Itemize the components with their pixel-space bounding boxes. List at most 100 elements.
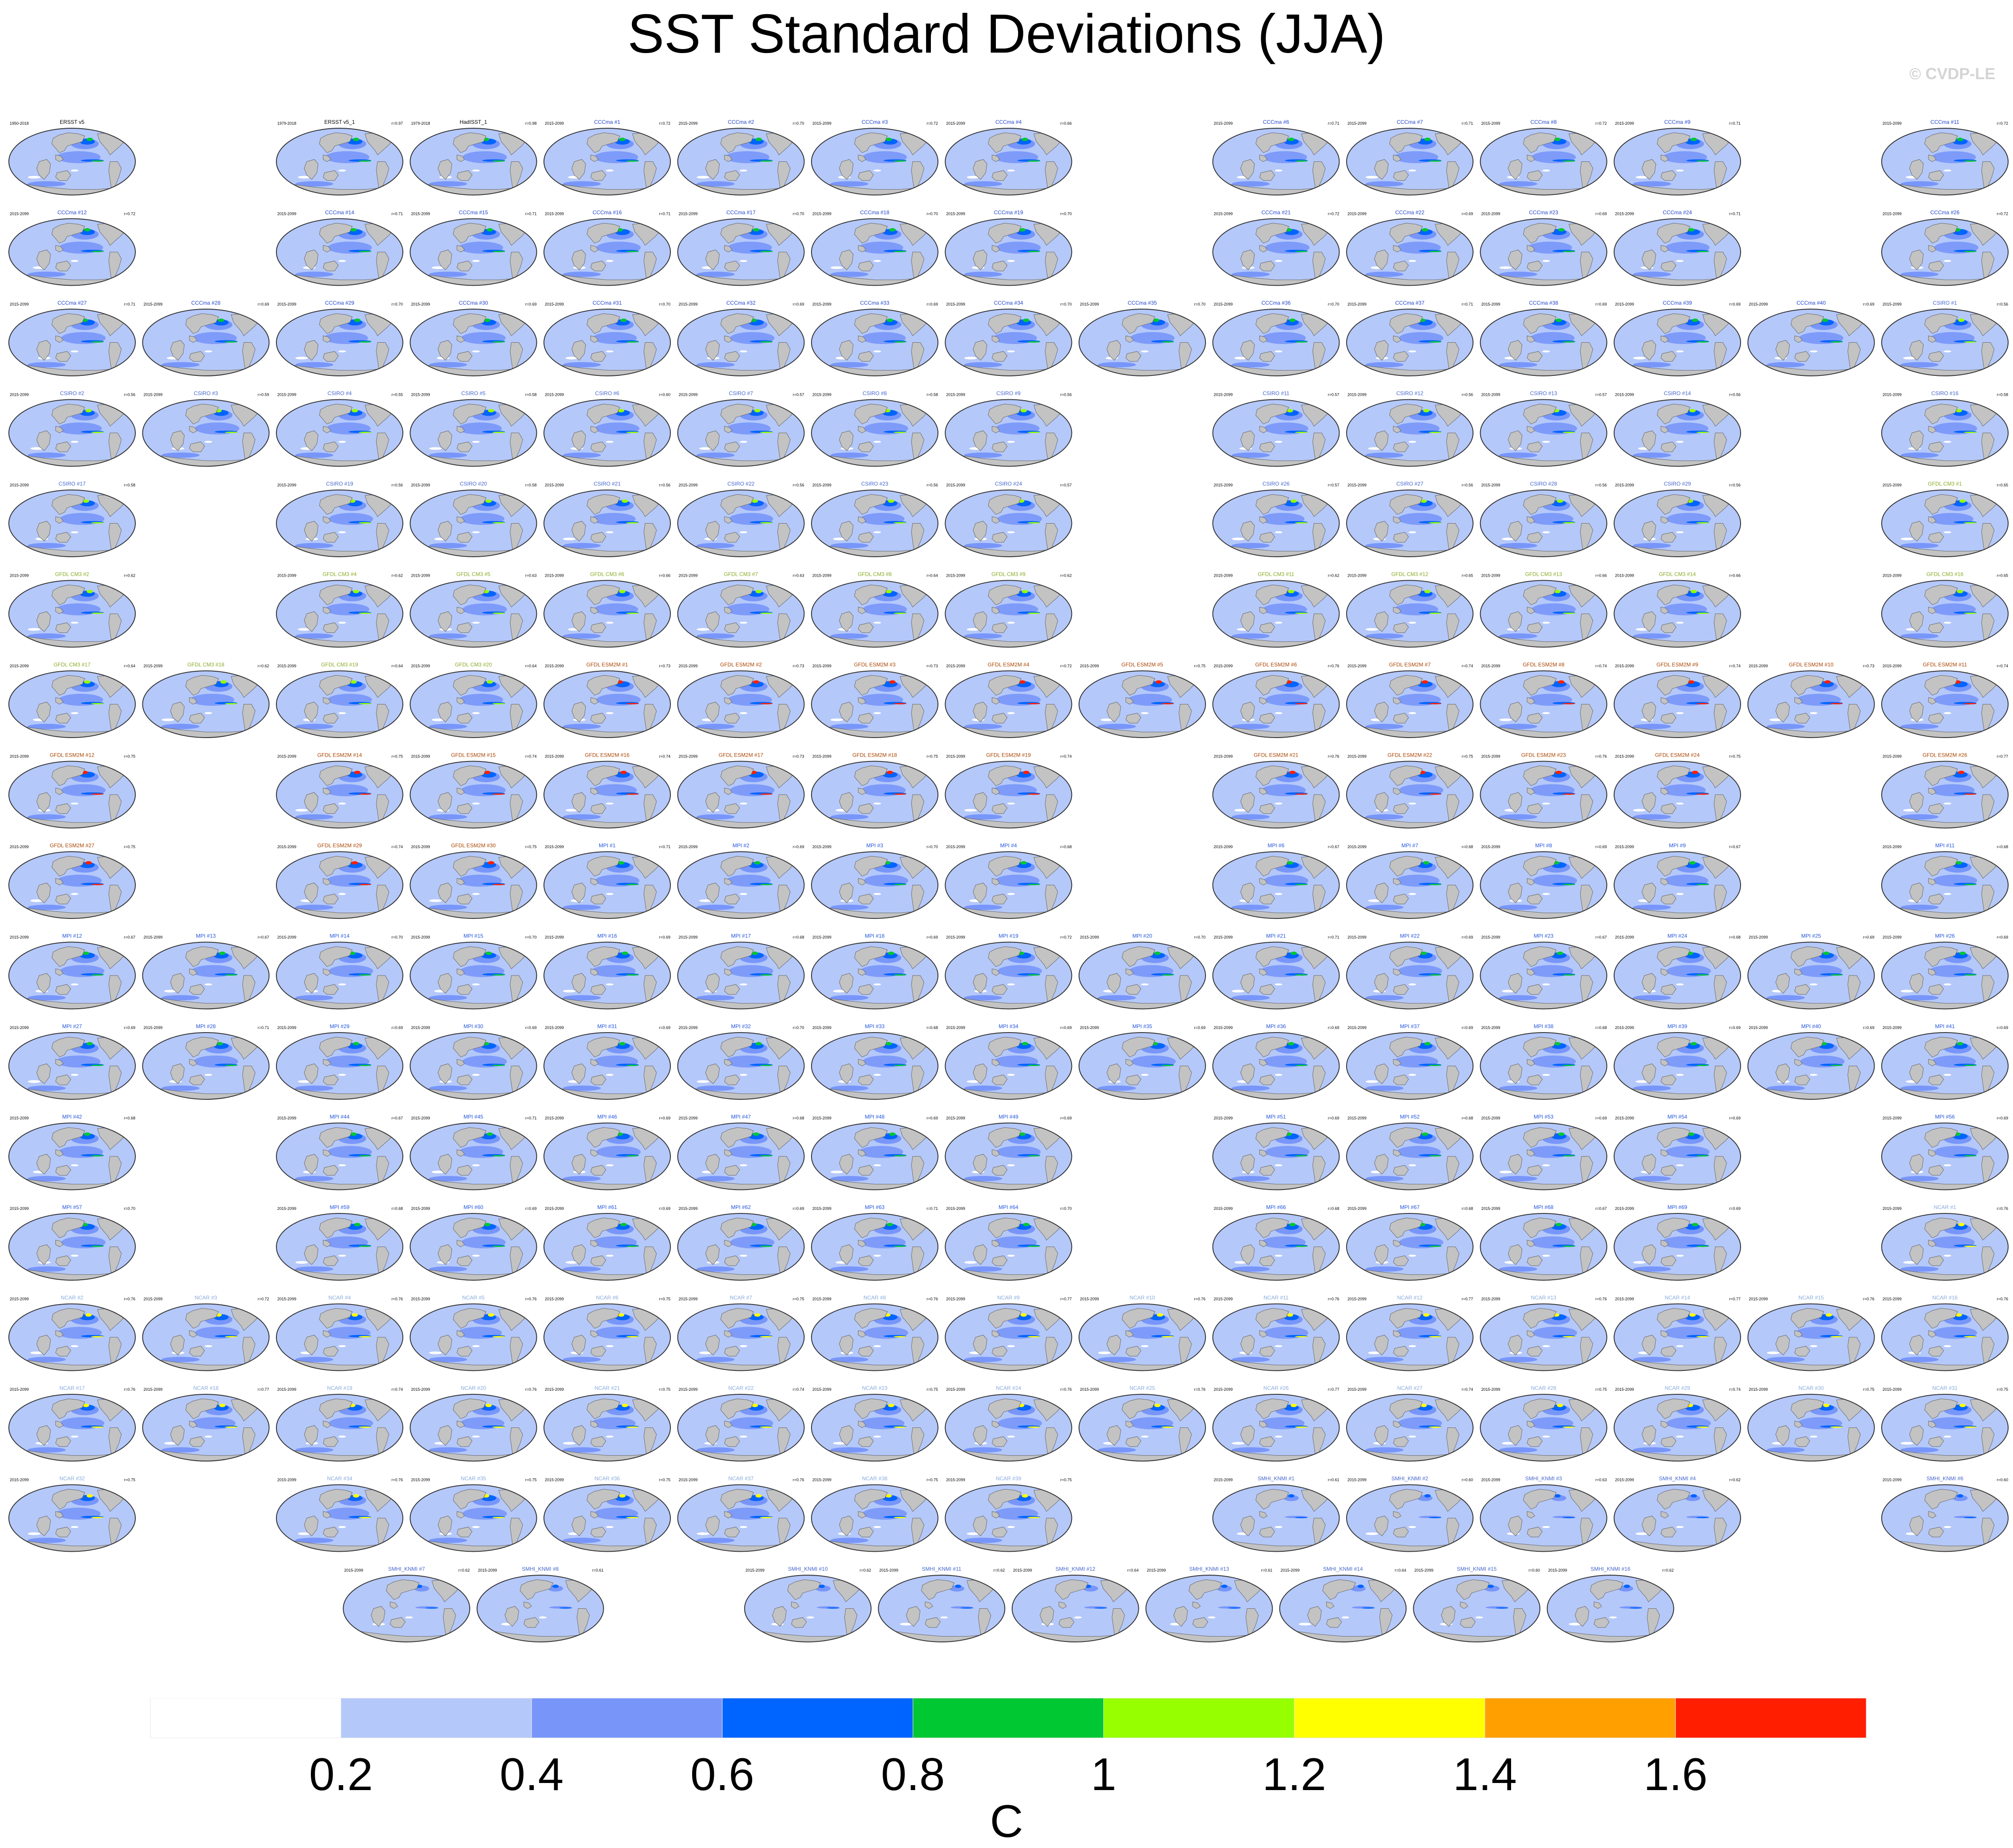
panel-r-label: r=0.57: [793, 393, 804, 397]
variability-region: [1408, 1435, 1416, 1438]
land-mass: [1981, 975, 1995, 1003]
panel-title: MPI #41: [1935, 1023, 1955, 1029]
land-mass: [1446, 1156, 1460, 1184]
panel-period-label: 2015-2099: [1615, 393, 1634, 397]
variability-region: [1422, 1132, 1428, 1136]
land-mass: [1393, 1165, 1409, 1176]
panel-period-label: 2015-2099: [144, 393, 163, 397]
panel-period-label: 2015-2099: [411, 845, 430, 849]
map-outline: [1212, 1303, 1340, 1371]
panel-period-label: 2015-2099: [1749, 1297, 1768, 1301]
variability-region: [1027, 1155, 1040, 1157]
panel-period-label: 2015-2099: [1080, 664, 1099, 668]
variability-region: [1232, 995, 1270, 1001]
variability-region: [161, 1447, 200, 1453]
land-mass: [1379, 1608, 1393, 1636]
map-panel: 2015-2099 NCAR #17 r=0.76: [8, 1385, 136, 1462]
land-mass: [1642, 1515, 1656, 1537]
land-mass: [1312, 342, 1326, 370]
panel-r-label: r=0.76: [391, 1297, 403, 1301]
land-mass: [453, 946, 486, 967]
land-mass: [108, 252, 122, 279]
land-mass: [376, 885, 390, 912]
land-mass: [1112, 1608, 1125, 1636]
panel-r-label: r=0.77: [258, 1387, 269, 1392]
map-panel: 2015-2099 NCAR #39 r=0.75: [945, 1476, 1072, 1552]
land-mass: [1259, 697, 1268, 705]
land-mass: [323, 1149, 331, 1157]
variability-region: [429, 1085, 467, 1091]
variability-region: [338, 440, 346, 443]
land-mass: [1527, 894, 1543, 904]
panel-r-label: r=0.75: [793, 1297, 804, 1301]
land-mass: [1259, 1059, 1268, 1067]
panel-title: CSIRO #12: [1396, 390, 1424, 397]
land-mass: [586, 1127, 620, 1148]
land-mass: [1661, 1240, 1669, 1247]
land-mass: [1657, 585, 1691, 605]
variability-region: [1274, 1074, 1282, 1076]
land-mass: [911, 1337, 925, 1365]
panel-title: HadISST_1: [459, 119, 487, 125]
land-mass: [991, 803, 1008, 814]
panel-r-label: r=0.72: [926, 121, 938, 126]
variability-region: [1408, 1345, 1416, 1347]
variability-region: [1769, 718, 1782, 721]
variability-region: [1154, 1404, 1161, 1407]
land-mass: [1580, 252, 1593, 279]
map-outline: [1212, 399, 1340, 467]
land-mass: [1661, 516, 1669, 524]
panel-period-label: 2015-2099: [277, 754, 296, 759]
panel-period-label: 2015-2099: [946, 302, 965, 306]
land-mass: [839, 1063, 853, 1084]
map-panel: 2015-2099 GFDL ESM2M #8 r=0.74: [1480, 662, 1607, 738]
land-mass: [456, 1436, 473, 1447]
variability-region: [697, 1080, 709, 1083]
variability-region: [1161, 1064, 1174, 1066]
variability-region: [1696, 1064, 1709, 1066]
colorbar-tick-label: 1: [1091, 1749, 1117, 1795]
land-mass: [705, 1154, 720, 1175]
variability-region: [1555, 1223, 1562, 1226]
land-mass: [1714, 252, 1727, 279]
panel-period-label: 2015-2099: [1749, 302, 1768, 306]
panel-title: MPI #3: [866, 842, 883, 849]
panel-r-label: r=0.77: [1997, 754, 2008, 759]
variability-region: [697, 1538, 735, 1543]
variability-region: [1232, 990, 1244, 993]
variability-region: [1767, 1351, 1780, 1354]
land-mass: [1642, 1425, 1656, 1446]
variability-region: [358, 884, 371, 885]
land-mass: [858, 622, 874, 633]
land-mass: [988, 1489, 1022, 1510]
variability-region: [1691, 1494, 1697, 1498]
land-mass: [724, 803, 740, 814]
land-mass: [1580, 1518, 1593, 1546]
land-mass: [1928, 1436, 1944, 1447]
map-outline: [276, 941, 403, 1010]
variability-region: [27, 1538, 66, 1543]
variability-region: [429, 543, 467, 548]
panel-r-label: r=0.73: [793, 754, 804, 759]
map-outline: [1480, 580, 1607, 648]
variability-region: [91, 1155, 104, 1157]
land-mass: [1714, 704, 1727, 731]
variability-region: [1554, 589, 1561, 593]
panel-title: CCCma #35: [1128, 300, 1157, 306]
land-mass: [1059, 1601, 1067, 1609]
land-mass: [1794, 1330, 1803, 1338]
panel-period-label: 2015-2099: [1347, 302, 1366, 306]
land-mass: [839, 1425, 853, 1446]
panel-title: MPI #18: [865, 933, 885, 939]
land-mass: [376, 794, 390, 822]
map-outline: [1413, 1575, 1541, 1642]
map-outline: [8, 399, 136, 467]
variability-region: [697, 452, 735, 458]
land-mass: [586, 1037, 620, 1058]
panel-r-label: r=0.69: [1997, 935, 2008, 940]
land-mass: [972, 611, 987, 632]
land-mass: [571, 1154, 586, 1175]
variability-region: [1689, 409, 1696, 413]
map-outline: [409, 490, 537, 557]
variability-region: [621, 951, 628, 955]
